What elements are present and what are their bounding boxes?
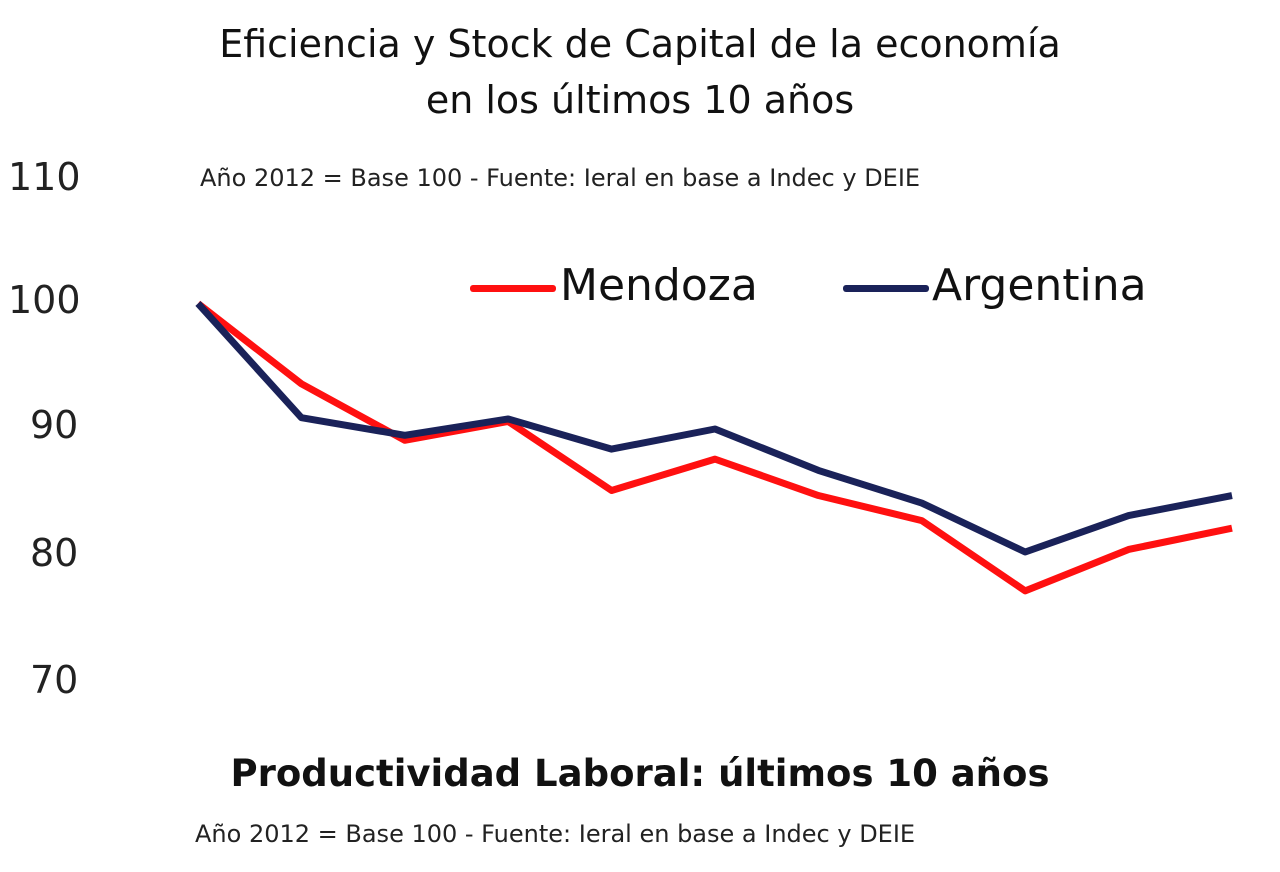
- series-line-mendoza: [195, 300, 1233, 595]
- legend-swatch-mendoza: [470, 285, 556, 292]
- legend-label-argentina: Argentina: [932, 260, 1147, 311]
- legend-label-mendoza: Mendoza: [560, 260, 758, 311]
- y-tick-label: 110: [8, 155, 81, 199]
- chart-subtitle: Año 2012 = Base 100 - Fuente: Ieral en b…: [200, 164, 921, 192]
- chart-title: Eficiencia y Stock de Capital de la econ…: [219, 22, 1061, 122]
- chart-title-secondary: Productividad Laboral: últimos 10 años: [230, 752, 1050, 795]
- chart-subtitle-secondary: Año 2012 = Base 100 - Fuente: Ieral en b…: [195, 820, 916, 848]
- y-tick-label: 100: [8, 278, 81, 322]
- legend-swatch-argentina: [843, 285, 929, 292]
- y-tick-label: 90: [30, 403, 79, 447]
- y-tick-label: 70: [30, 658, 79, 702]
- y-tick-label: 80: [30, 531, 79, 575]
- series-line-argentina: [195, 301, 1233, 556]
